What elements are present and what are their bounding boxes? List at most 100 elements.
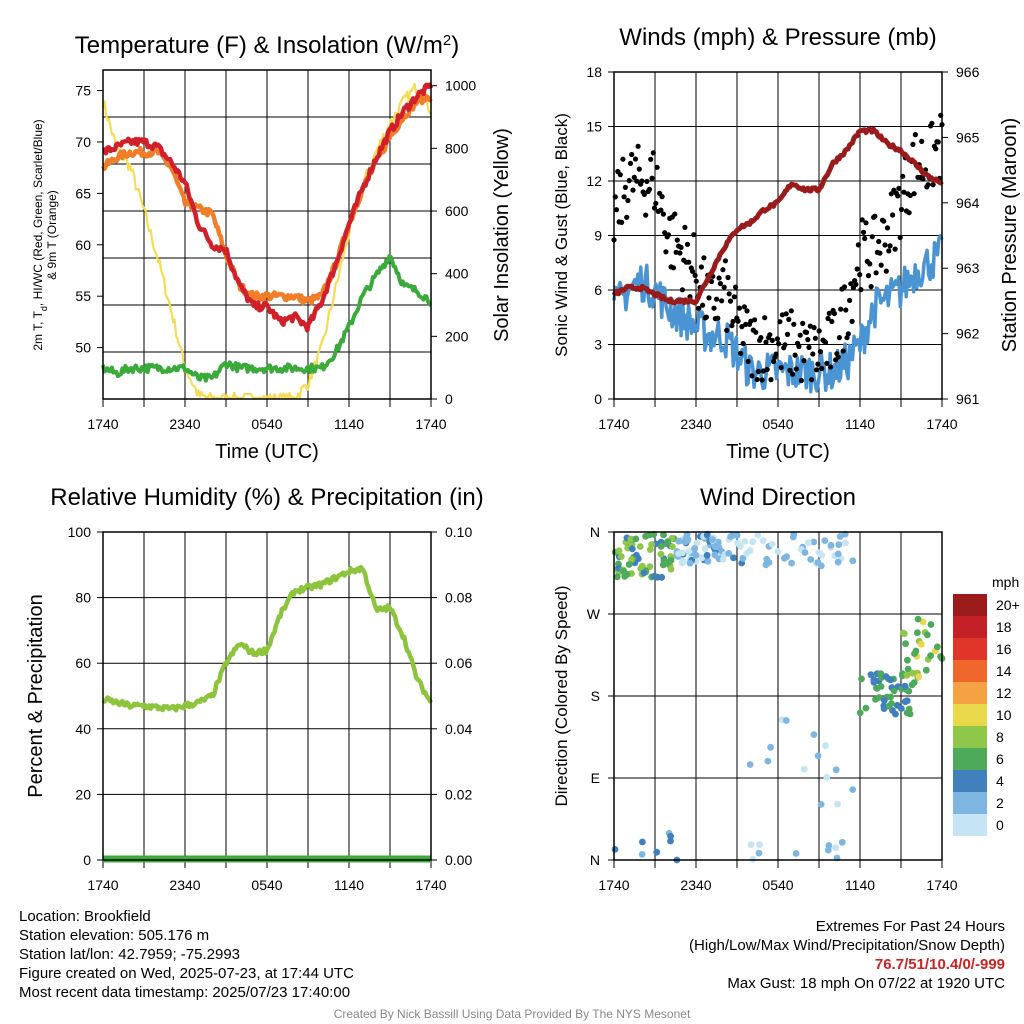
direction-point [749, 538, 757, 546]
gust-point [778, 365, 784, 371]
dewpoint-series [101, 254, 432, 383]
direction-point [685, 547, 693, 555]
direction-point [756, 841, 763, 849]
legend-label: 14 [996, 663, 1012, 679]
rh-xtick-label: 0540 [251, 877, 282, 893]
gust-point [845, 331, 851, 337]
direction-point [901, 698, 909, 706]
gust-point [876, 238, 882, 245]
gust-point [706, 295, 712, 301]
gust-point [759, 377, 765, 383]
gust-point [862, 235, 868, 242]
temperature-series [102, 82, 434, 333]
gust-point [744, 308, 750, 314]
wind-ytick-right-label: 962 [956, 326, 980, 342]
gust-point [841, 284, 848, 290]
gust-point [853, 281, 859, 287]
gust-point [911, 191, 917, 197]
temp-ytick-left-label: 75 [75, 83, 91, 99]
gust-point [896, 185, 902, 191]
direction-point [834, 558, 842, 566]
direction-point [657, 550, 665, 558]
gust-point [930, 182, 936, 188]
dir-ytick-label: N [590, 524, 600, 540]
gust-point [910, 141, 916, 147]
direction-point [781, 554, 788, 562]
gust-point [678, 244, 684, 250]
legend-label: 10 [996, 707, 1012, 723]
temp-ytick-right-label: 600 [445, 203, 469, 219]
gust-point [632, 156, 639, 162]
rh-xtick-label: 1140 [334, 877, 364, 893]
temp-ytick-left-label: 60 [75, 237, 91, 253]
direction-point [835, 541, 843, 548]
legend-swatch [953, 748, 987, 770]
temp-panel-title: Temperature (F) & Insolation (W/m2) [75, 32, 459, 60]
direction-point [909, 669, 916, 677]
gust-point [933, 146, 939, 152]
gust-point [753, 329, 759, 335]
legend-label: 16 [996, 641, 1012, 657]
legend-label: 2 [996, 795, 1004, 811]
direction-point [910, 679, 918, 686]
credit-text: Created By Nick Bassill Using Data Provi… [333, 1007, 691, 1021]
gust-point [790, 371, 796, 377]
direction-point [618, 553, 625, 560]
gust-point [663, 249, 669, 255]
dir-ytick-label: W [587, 606, 601, 622]
gust-point [840, 348, 846, 354]
wind-xtick-label: 1740 [926, 416, 957, 432]
latlon-text: Station lat/lon: 42.7959; -75.2993 [19, 946, 241, 963]
gust-point [738, 350, 744, 356]
gust-point [736, 305, 743, 311]
rh-panel-title: Relative Humidity (%) & Precipitation (i… [50, 484, 483, 511]
gust-point [771, 358, 777, 365]
gust-point [722, 258, 729, 264]
gust-point [670, 265, 677, 271]
direction-point [842, 539, 849, 547]
gust-point [867, 261, 873, 267]
gust-point [769, 337, 775, 343]
gust-point [886, 248, 892, 254]
direction-point [904, 656, 911, 664]
direction-point [703, 551, 711, 559]
direction-point [903, 672, 911, 679]
direction-point [660, 531, 667, 539]
direction-point [856, 709, 864, 717]
legend-label: 4 [996, 773, 1004, 789]
gust-point [806, 344, 812, 350]
wind-ytick-right-label: 961 [956, 391, 980, 407]
gust-point [696, 305, 702, 311]
direction-point [654, 573, 661, 581]
gust-point [644, 178, 650, 184]
gust-point [752, 317, 758, 323]
gust-point [626, 178, 632, 184]
temp-plot-frame [102, 69, 432, 400]
dir-ytick-label: N [590, 852, 600, 868]
gust-point [887, 243, 893, 249]
direction-point [877, 670, 885, 677]
legend-title: mph [992, 574, 1019, 590]
gust-point [733, 284, 739, 290]
pressure-series [611, 126, 944, 306]
direction-point [627, 535, 635, 543]
gust-point [800, 320, 806, 326]
legend-label: 20+ [996, 597, 1020, 613]
wind-ytick-right-label: 963 [956, 260, 980, 276]
dir-panel-title: Wind Direction [700, 484, 856, 511]
gust-point [692, 272, 698, 278]
gust-point [659, 194, 665, 200]
direction-point [834, 550, 842, 558]
gust-point [881, 218, 887, 224]
gust-point [725, 274, 731, 281]
legend-swatch [953, 704, 987, 726]
rh-ytick-right-label: 0.04 [445, 721, 472, 737]
direction-point [814, 559, 822, 566]
wind-panel-title: Winds (mph) & Pressure (mb) [619, 24, 936, 51]
gust-point [793, 366, 800, 372]
legend-swatch [953, 660, 987, 682]
direction-point [704, 557, 712, 565]
direction-point [885, 702, 893, 710]
gust-point [716, 275, 722, 281]
gust-point [755, 368, 762, 375]
